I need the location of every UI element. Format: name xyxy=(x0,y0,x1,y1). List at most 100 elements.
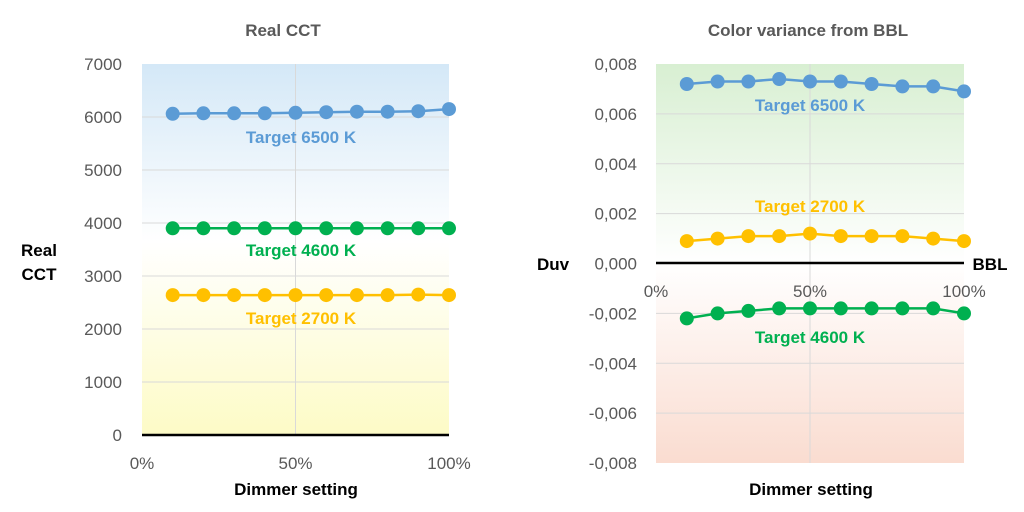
data-point xyxy=(957,234,971,249)
data-point xyxy=(288,105,303,120)
y-tick-label: -0,004 xyxy=(589,354,637,373)
y-tick-label: 1000 xyxy=(84,373,122,392)
y-tick-label: 0,002 xyxy=(594,205,637,224)
x-tick-label: 100% xyxy=(942,282,985,301)
data-point xyxy=(257,288,272,303)
x-tick-label: 100% xyxy=(427,454,470,473)
data-point xyxy=(288,288,303,303)
series-line xyxy=(172,293,450,297)
data-point xyxy=(227,288,242,303)
x-tick-label: 50% xyxy=(793,282,827,301)
y-tick-label: 3000 xyxy=(84,267,122,286)
y-tick-labels-1: 0 1000 2000 3000 4000 5000 6000 7000 xyxy=(84,55,122,445)
data-point xyxy=(257,221,272,236)
chart-1-xlabel: Dimmer setting xyxy=(234,480,358,499)
x-tick-labels-1: 0% 50% 100% xyxy=(130,454,471,473)
chart-1-title: Real CCT xyxy=(245,21,321,40)
data-point xyxy=(710,306,725,321)
data-point xyxy=(895,79,910,94)
data-point xyxy=(833,74,848,89)
data-point xyxy=(741,229,756,244)
data-point xyxy=(864,301,879,316)
data-point xyxy=(710,231,725,246)
y-tick-label: 5000 xyxy=(84,161,122,180)
data-point xyxy=(957,84,971,99)
data-point xyxy=(349,104,364,119)
series-group-1 xyxy=(165,102,456,303)
data-point xyxy=(257,106,272,121)
x-tick-label: 0% xyxy=(644,282,669,301)
x-tick-label: 0% xyxy=(130,454,155,473)
data-point xyxy=(864,229,879,244)
data-point xyxy=(679,234,694,249)
series-group-2 xyxy=(679,72,971,326)
y-tick-label: -0,006 xyxy=(589,404,637,423)
data-point xyxy=(319,105,334,120)
data-point xyxy=(442,221,456,236)
data-point xyxy=(679,311,694,326)
data-point xyxy=(741,303,756,318)
data-point xyxy=(349,221,364,236)
series-label-target-6500: Target 6500 K xyxy=(246,128,357,147)
x-tick-labels-2: 0% 50% 100% xyxy=(644,282,986,301)
series-label-target-2700-2: Target 2700 K xyxy=(755,197,866,216)
y-tick-label: -0,002 xyxy=(589,304,637,323)
y-tick-label: 0 xyxy=(113,426,122,445)
data-point xyxy=(227,106,242,121)
data-point xyxy=(380,288,395,303)
series-line xyxy=(686,77,965,93)
data-point xyxy=(196,288,211,303)
data-point xyxy=(165,106,180,121)
data-point xyxy=(411,221,426,236)
data-point xyxy=(803,226,817,241)
x-tick-label: 50% xyxy=(278,454,312,473)
data-point xyxy=(319,221,334,236)
data-point xyxy=(926,301,941,316)
data-point xyxy=(411,287,426,302)
data-point xyxy=(833,301,848,316)
y-tick-label: 0,006 xyxy=(594,105,637,124)
chart-2-xlabel: Dimmer setting xyxy=(749,480,873,499)
data-point xyxy=(772,301,787,316)
data-point xyxy=(411,104,426,119)
y-tick-label: 0,008 xyxy=(594,55,637,74)
data-point xyxy=(442,288,456,303)
data-point xyxy=(165,221,180,236)
data-point xyxy=(803,301,817,316)
series-line xyxy=(172,107,450,116)
data-point xyxy=(679,77,694,91)
data-point xyxy=(803,74,817,89)
series-label-target-2700: Target 2700 K xyxy=(246,309,357,328)
chart-2-ylabel: Duv xyxy=(537,255,570,274)
chart-2: -0,008 -0,006 -0,004 -0,002 0,000 0,002 0,004 0… xyxy=(537,21,1008,499)
y-tick-label: 6000 xyxy=(84,108,122,127)
data-point xyxy=(772,229,787,244)
y-tick-label: 2000 xyxy=(84,320,122,339)
data-point xyxy=(710,74,725,89)
series-line xyxy=(686,232,965,243)
data-point xyxy=(349,288,364,303)
series-label-target-6500-2: Target 6500 K xyxy=(755,96,866,115)
y-tick-label: 0,004 xyxy=(594,155,637,174)
data-point xyxy=(165,288,180,303)
data-point xyxy=(380,104,395,119)
data-point xyxy=(895,229,910,244)
data-point xyxy=(957,306,971,321)
data-point xyxy=(227,221,242,236)
data-point xyxy=(895,301,910,316)
y-tick-label: -0,008 xyxy=(589,454,637,473)
data-point xyxy=(926,231,941,246)
data-point xyxy=(288,221,303,236)
data-point xyxy=(741,74,756,89)
y-tick-label: 0,000 xyxy=(594,255,637,274)
series-line xyxy=(686,307,965,320)
chart-1-ylabel: Real CCT xyxy=(21,241,57,284)
data-point xyxy=(442,102,456,117)
chart-2-title: Color variance from BBL xyxy=(708,21,908,40)
data-point xyxy=(833,229,848,244)
bbl-line-label: BBL xyxy=(973,255,1008,274)
data-point xyxy=(319,288,334,303)
